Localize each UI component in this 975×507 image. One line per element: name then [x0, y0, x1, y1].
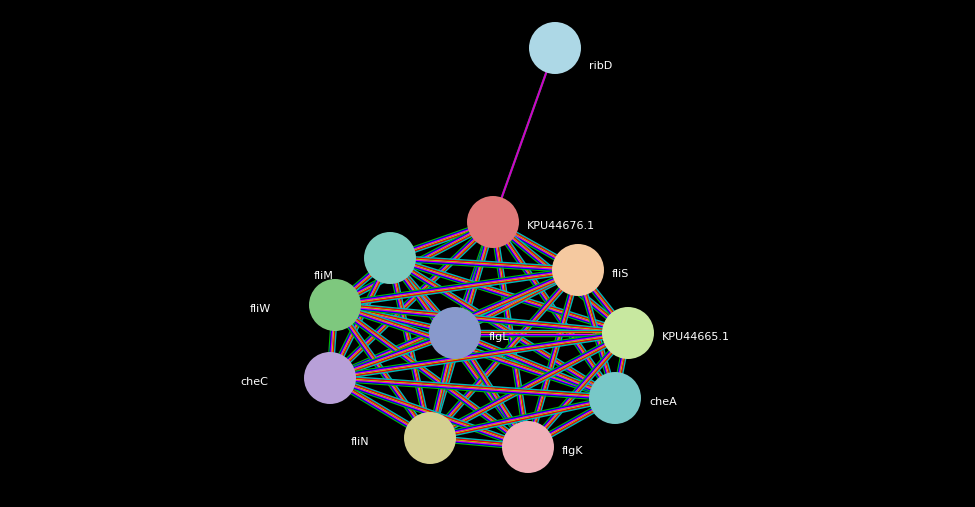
Circle shape: [589, 372, 641, 424]
Text: ribD: ribD: [589, 61, 612, 71]
Text: fliN: fliN: [350, 437, 369, 447]
Text: cheA: cheA: [649, 397, 677, 407]
Circle shape: [304, 352, 356, 404]
Circle shape: [309, 279, 361, 331]
Circle shape: [602, 307, 654, 359]
Text: cheC: cheC: [240, 377, 268, 387]
Text: flgL: flgL: [489, 332, 510, 342]
Circle shape: [404, 412, 456, 464]
Circle shape: [529, 22, 581, 74]
Circle shape: [429, 307, 481, 359]
Text: fliM: fliM: [314, 271, 334, 281]
Text: fliS: fliS: [612, 269, 630, 279]
Text: flgK: flgK: [562, 446, 583, 456]
Text: KPU44676.1: KPU44676.1: [527, 221, 595, 231]
Circle shape: [467, 196, 519, 248]
Text: fliW: fliW: [250, 304, 271, 314]
Circle shape: [502, 421, 554, 473]
Text: KPU44665.1: KPU44665.1: [662, 332, 730, 342]
Circle shape: [552, 244, 604, 296]
Circle shape: [364, 232, 416, 284]
